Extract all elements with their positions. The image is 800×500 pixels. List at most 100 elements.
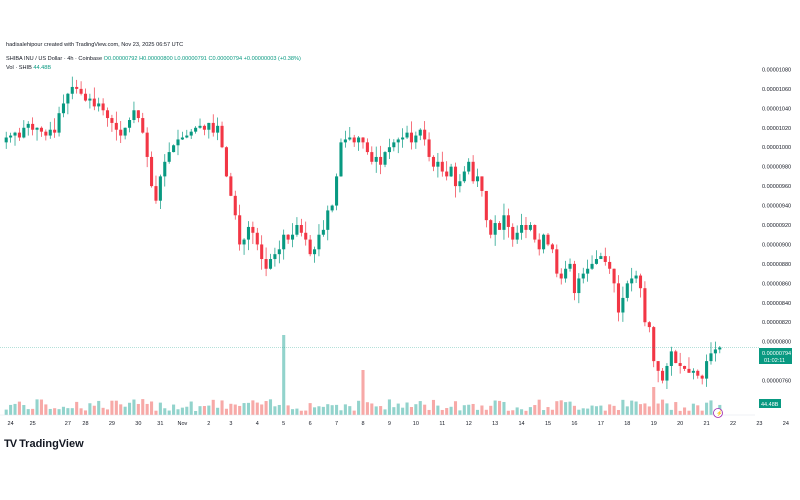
volume-bar xyxy=(387,399,391,415)
candle-body xyxy=(484,190,488,221)
candle-body xyxy=(616,283,621,313)
candle-body xyxy=(198,125,202,128)
candle-body xyxy=(599,256,603,260)
candle-body xyxy=(423,129,427,140)
volume-bar xyxy=(683,407,687,415)
volume-bar xyxy=(625,406,629,415)
volume-bar xyxy=(75,401,79,415)
candle-body xyxy=(718,347,722,350)
time-tick-label: 10 xyxy=(413,421,419,427)
volume-bar xyxy=(326,404,330,415)
volume-bar xyxy=(414,404,418,415)
event-marker-icon[interactable] xyxy=(713,408,723,418)
candle-body xyxy=(163,161,167,177)
price-chart[interactable]: 0.000007600.000007800.000008000.00000820… xyxy=(0,50,800,430)
candle-body xyxy=(114,122,118,130)
time-axis[interactable]: 24 25 27 28 29 30 31 Nov 2 3 4 5 6 7 8 9 10 11 12 13 14 15 16 1… xyxy=(0,414,789,427)
candle-body xyxy=(26,123,30,128)
price-tick-label: 0.00000940 xyxy=(762,204,791,210)
volume-bar xyxy=(599,405,603,415)
candle-body xyxy=(202,125,206,130)
volume-bar xyxy=(542,410,546,415)
header-caption: hadisalehipour created with TradingView.… xyxy=(6,42,184,48)
time-tick-label: Nov xyxy=(178,421,188,427)
price-tick-label: 0.00000820 xyxy=(762,320,791,326)
candle-body xyxy=(207,122,211,130)
volume-bar xyxy=(185,406,189,415)
candle-body xyxy=(145,132,149,157)
candle-body xyxy=(22,127,26,138)
time-tick-label: 14 xyxy=(519,421,525,427)
volume-bar xyxy=(577,409,581,415)
volume-bar xyxy=(66,408,70,415)
candle-body xyxy=(475,176,480,182)
price-tick-label: 0.00000840 xyxy=(762,301,791,307)
candle-body xyxy=(603,256,607,262)
candle-body xyxy=(48,129,52,136)
candle-body xyxy=(713,349,717,354)
volume-bar xyxy=(299,410,303,415)
volume-bar xyxy=(335,404,339,415)
candle-body xyxy=(590,263,594,269)
volume-bar xyxy=(92,405,96,415)
candle-body xyxy=(405,132,409,138)
candle-body xyxy=(705,361,709,379)
volume-bar xyxy=(379,406,383,415)
time-tick-label: 6 xyxy=(309,421,312,427)
candle-body xyxy=(634,275,638,279)
volume-bar xyxy=(119,404,123,415)
tradingview-logo-icon: TV xyxy=(4,438,17,450)
time-tick-label: 27 xyxy=(65,421,71,427)
volume-bar xyxy=(383,409,387,415)
candle-body xyxy=(70,86,74,94)
price-tick-label: 0.00000860 xyxy=(762,281,791,287)
candle-body xyxy=(317,234,321,250)
candle-body xyxy=(273,254,277,260)
volume-bar xyxy=(475,409,480,415)
volume-bar xyxy=(608,404,612,415)
candle-body xyxy=(167,152,171,162)
candle-body xyxy=(445,171,449,177)
volume-value: 44.48B xyxy=(33,65,52,71)
volume-bar xyxy=(44,404,48,415)
candle-body xyxy=(229,176,233,196)
brand-name: TradingView xyxy=(19,438,84,450)
candle-body xyxy=(110,118,114,123)
time-tick-label: 31 xyxy=(157,421,163,427)
volume-bar xyxy=(9,404,13,415)
candle-body xyxy=(533,225,537,240)
time-tick-label: 3 xyxy=(229,421,232,427)
volume-bar xyxy=(163,408,167,415)
candle-body xyxy=(414,135,418,143)
tradingview-logo[interactable]: TV TradingView xyxy=(4,438,84,450)
symbol-name[interactable]: SHIBA INU / US Dollar · 4h · Coinbase xyxy=(6,56,103,62)
volume-bar xyxy=(304,410,308,415)
volume-bar xyxy=(242,403,246,415)
candle-body xyxy=(431,156,436,167)
volume-bar xyxy=(568,401,572,415)
volume-bar xyxy=(656,403,660,415)
volume-label[interactable]: Vol · SHIB xyxy=(6,65,32,71)
volume-bar xyxy=(317,406,321,415)
candle-body xyxy=(277,249,281,255)
candle-body xyxy=(577,278,581,294)
volume-bar xyxy=(396,403,400,415)
volume-bar xyxy=(489,405,493,415)
price-badge xyxy=(759,348,792,364)
volume-bar xyxy=(405,402,409,415)
volume-bar xyxy=(678,410,682,415)
time-tick-label: 4 xyxy=(256,421,259,427)
volume-bar xyxy=(172,404,176,415)
candle-body xyxy=(343,139,347,143)
volume-bar xyxy=(550,409,554,415)
candle-body xyxy=(321,229,325,235)
time-tick-label: 17 xyxy=(598,421,604,427)
volume-bar xyxy=(79,408,83,415)
volume-badge xyxy=(759,399,781,408)
candle-body xyxy=(678,363,682,366)
volume-bar xyxy=(705,402,709,415)
candle-body xyxy=(462,171,466,182)
candle-body xyxy=(176,139,180,146)
volume-bar xyxy=(564,402,568,415)
price-axis[interactable]: 0.000007600.000007800.000008000.00000820… xyxy=(762,67,791,384)
